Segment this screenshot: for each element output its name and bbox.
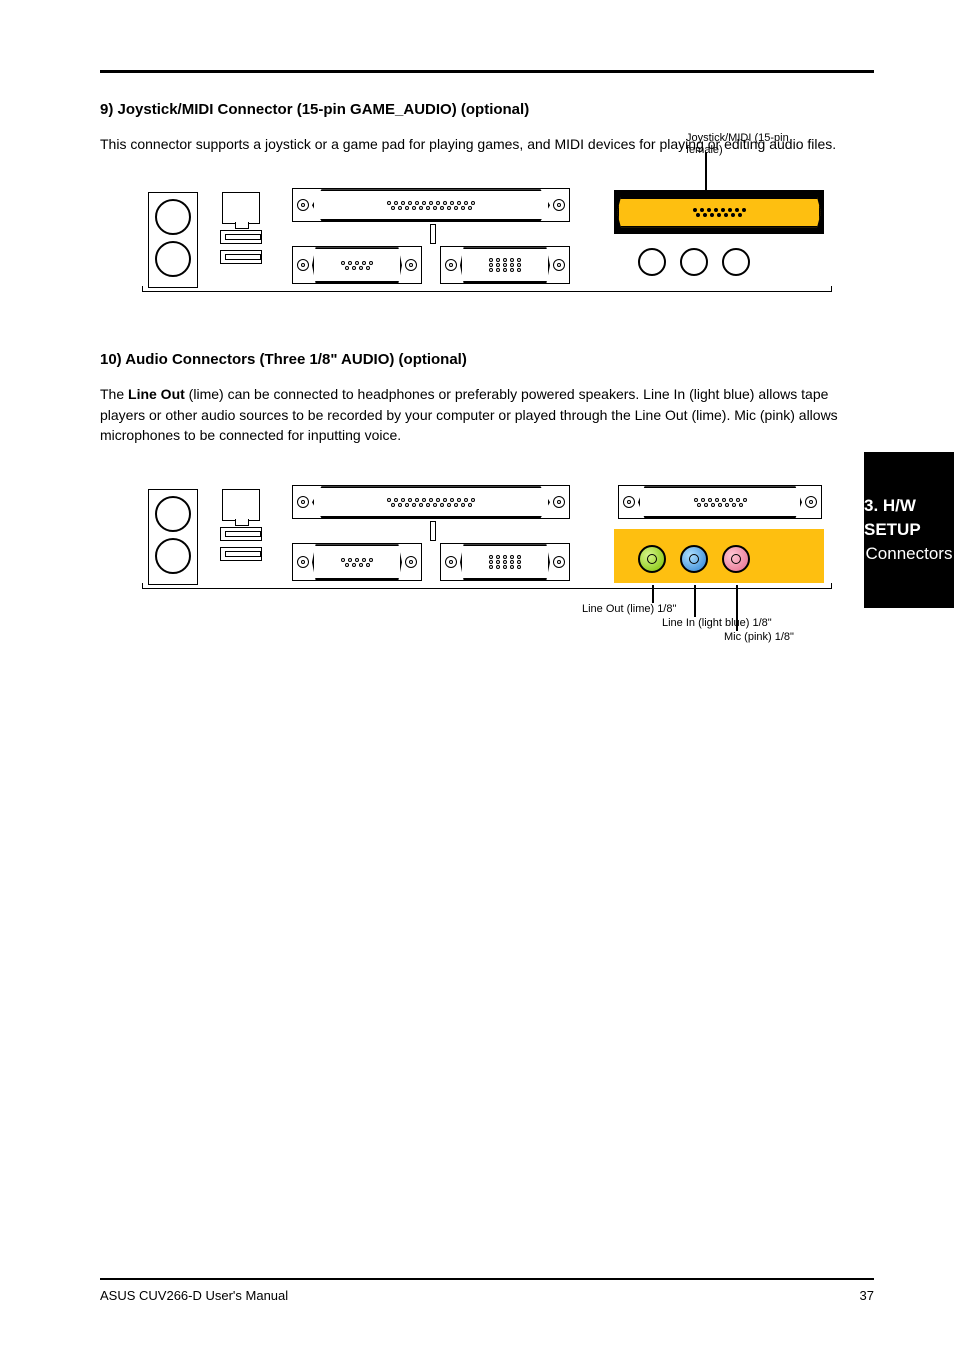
screw-icon [445,259,457,271]
screw-icon [405,259,417,271]
s10-bold: Line Out [128,386,185,402]
figure-audio-panel: Line Out (lime) 1/8" Line In (light blue… [142,467,832,637]
ps2-mouse-icon [155,199,191,235]
divider [430,521,436,541]
ps2-mouse-icon [155,496,191,532]
footer-left: ASUS CUV266-D User's Manual [100,1288,288,1303]
line-out-jack-icon [638,545,666,573]
vga-port [440,543,570,581]
game-port [618,485,822,519]
usb-port-icon [220,547,262,561]
page-footer: ASUS CUV266-D User's Manual 37 [100,1278,874,1303]
s10-text-2: (lime) can be connected to headphones or… [100,386,838,443]
jack-icon [680,248,708,276]
callout-mic: Mic (pink) 1/8" [724,585,834,643]
audio-highlight [614,529,824,583]
screw-icon [553,496,565,508]
screw-icon [553,199,565,211]
vga-icon [460,247,550,283]
usb-port-icon [220,527,262,541]
section-9-title: 9) Joystick/MIDI Connector (15-pin GAME_… [100,101,874,118]
screw-icon [445,556,457,568]
rj45-icon [222,489,260,521]
usb-port-icon [220,230,262,244]
parallel-port [292,485,570,519]
usb-port-icon [220,250,262,264]
db25-icon [312,486,550,518]
footer-rule [100,1278,874,1280]
serial-port [292,246,422,284]
mic-jack-icon [722,545,750,573]
section-10-title: 10) Audio Connectors (Three 1/8" AUDIO) … [100,351,874,368]
section-10-body: The Line Out (lime) can be connected to … [100,384,874,445]
lan-usb-stack [216,192,266,288]
screw-icon [553,556,565,568]
page-number: 37 [860,1288,874,1303]
vga-icon [460,544,550,580]
screw-icon [297,556,309,568]
lan-usb-stack [216,489,266,585]
screw-icon [297,496,309,508]
figure-joystick-panel: Joystick/MIDI (15-pin female) [142,176,832,321]
screw-icon [297,199,309,211]
callout-line [705,152,707,190]
screw-icon [805,496,817,508]
vga-port [440,246,570,284]
ps2-keyboard-icon [155,538,191,574]
db9-icon [312,544,402,580]
parallel-port [292,188,570,222]
callout-joystick: Joystick/MIDI (15-pin female) [686,132,806,156]
screw-icon [297,259,309,271]
jack-icon [638,248,666,276]
db25-icon [312,189,550,221]
divider [430,224,436,244]
game-port-icon [638,486,802,518]
ps2-keyboard-icon [155,241,191,277]
game-port-highlight [614,190,824,234]
ps2-stack [148,489,198,585]
game-port-icon [617,197,821,228]
side-tab: 3. H/W SETUP Connectors [864,452,954,608]
screw-icon [405,556,417,568]
line-in-jack-icon [680,545,708,573]
audio-jacks-empty [638,248,750,276]
screw-icon [623,496,635,508]
screw-icon [553,259,565,271]
s10-text-1: The [100,386,128,402]
ps2-stack [148,192,198,288]
serial-port [292,543,422,581]
jack-icon [722,248,750,276]
rj45-icon [222,192,260,224]
side-tab-line1: 3. H/W SETUP [864,494,954,542]
top-rule [100,70,874,73]
side-tab-line2: Connectors [866,542,953,566]
db9-icon [312,247,402,283]
